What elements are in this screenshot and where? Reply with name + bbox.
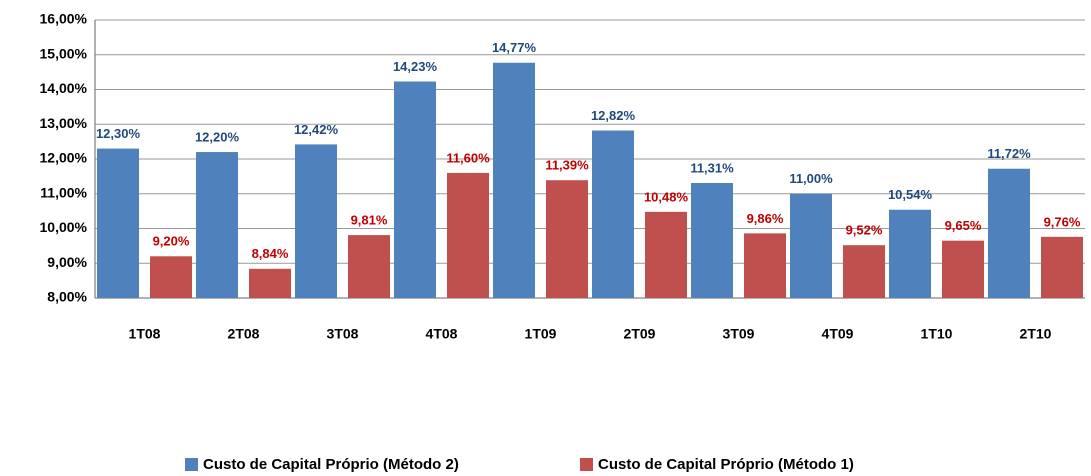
value-label: 10,48% [644, 189, 689, 204]
y-tick-label: 15,00% [40, 45, 88, 61]
y-tick-label: 11,00% [40, 184, 87, 200]
value-label: 14,77% [492, 40, 537, 55]
bar [150, 256, 192, 298]
value-label: 12,42% [294, 122, 339, 137]
y-tick-label: 9,00% [47, 254, 87, 270]
value-label: 9,65% [945, 218, 982, 233]
value-label: 12,30% [96, 126, 141, 141]
value-label: 12,82% [591, 108, 636, 123]
value-label: 14,23% [393, 59, 438, 74]
value-label: 12,20% [195, 129, 240, 144]
value-label: 9,86% [747, 211, 784, 226]
value-label: 11,72% [987, 146, 1031, 161]
bar [348, 235, 390, 298]
value-label: 9,76% [1044, 214, 1081, 229]
value-label: 11,39% [545, 158, 589, 173]
value-label: 11,60% [446, 150, 490, 165]
y-tick-label: 10,00% [40, 219, 88, 235]
x-tick-label: 2T10 [1020, 326, 1052, 342]
bar [1041, 236, 1083, 298]
bar [691, 182, 733, 298]
y-tick-label: 14,00% [40, 80, 88, 96]
bar [493, 62, 535, 299]
legend-label: Custo de Capital Próprio (Método 1) [598, 456, 854, 473]
bar [394, 81, 436, 298]
legend-swatch [580, 458, 593, 471]
legend-label: Custo de Capital Próprio (Método 2) [203, 456, 459, 473]
bar [196, 152, 238, 298]
x-tick-label: 1T08 [129, 326, 161, 342]
x-tick-label: 1T09 [525, 326, 557, 342]
bar [889, 209, 931, 298]
value-label: 9,52% [846, 223, 883, 238]
y-tick-label: 8,00% [47, 289, 87, 305]
bar [790, 193, 832, 298]
bar [249, 268, 291, 298]
x-tick-label: 2T09 [624, 326, 656, 342]
value-label: 11,31% [690, 160, 734, 175]
bar [592, 130, 634, 298]
bar [942, 240, 984, 298]
value-label: 9,81% [351, 213, 388, 228]
value-label: 8,84% [252, 246, 289, 261]
x-tick-label: 3T08 [327, 326, 359, 342]
x-tick-label: 4T09 [822, 326, 854, 342]
value-label: 10,54% [888, 187, 933, 202]
bar [295, 144, 337, 298]
bar [988, 168, 1030, 298]
x-tick-label: 3T09 [723, 326, 755, 342]
bar [843, 245, 885, 298]
x-tick-label: 4T08 [426, 326, 458, 342]
bar [97, 148, 139, 298]
bar [447, 172, 489, 298]
value-label: 9,20% [153, 234, 190, 249]
bar [546, 180, 588, 298]
x-tick-label: 1T10 [921, 326, 953, 342]
x-tick-label: 2T08 [228, 326, 260, 342]
value-label: 11,00% [789, 171, 833, 186]
y-tick-label: 12,00% [40, 150, 88, 166]
bar [744, 233, 786, 298]
y-tick-label: 13,00% [40, 115, 88, 131]
y-tick-label: 16,00% [40, 11, 88, 27]
bar [645, 211, 687, 298]
legend-swatch [185, 458, 198, 471]
